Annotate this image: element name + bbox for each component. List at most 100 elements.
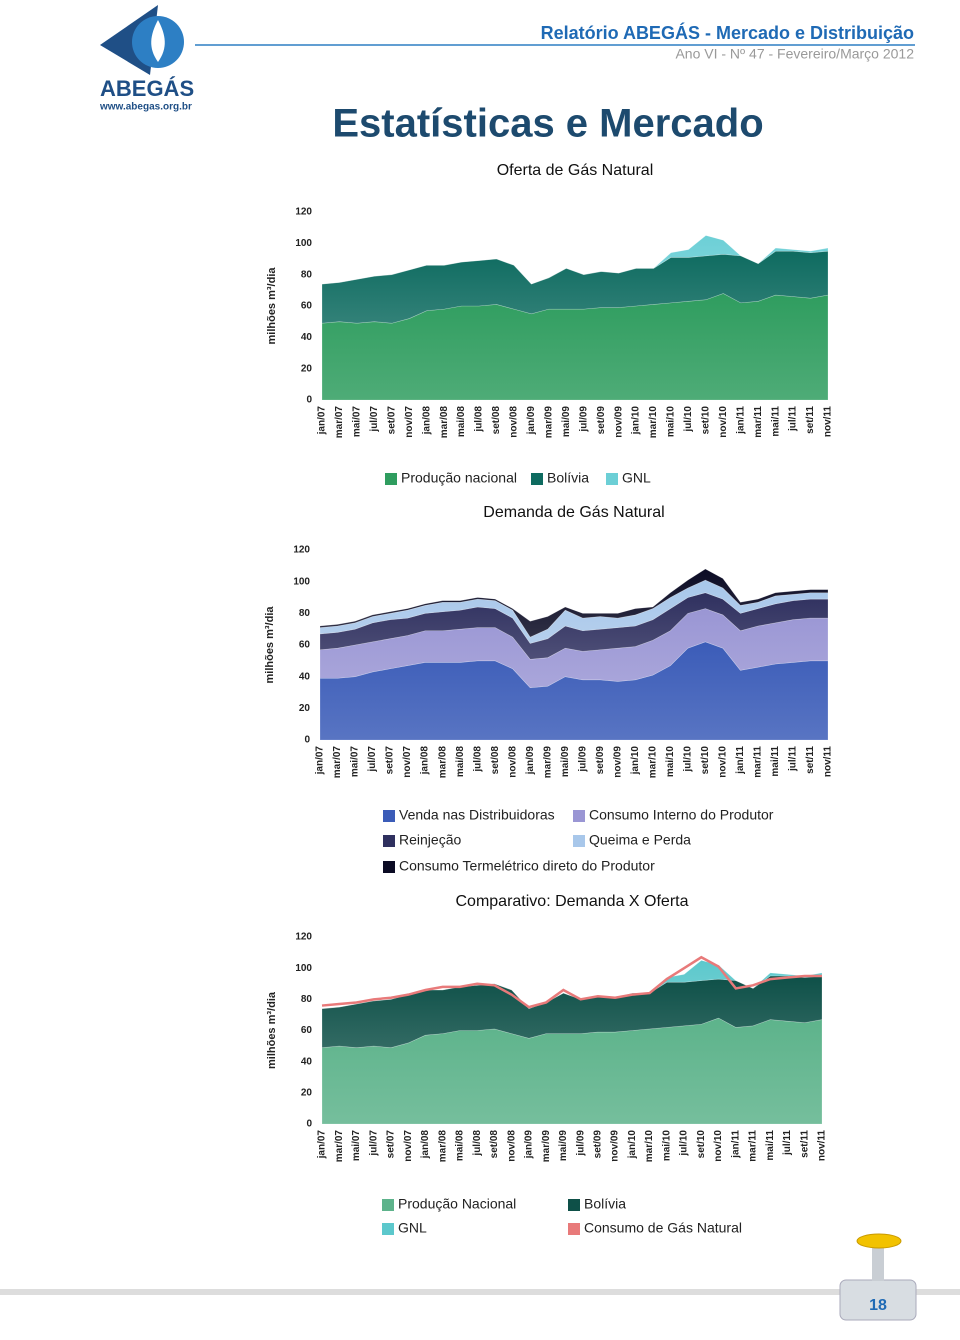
x-tick-label: nov/10: [713, 1130, 724, 1162]
y-axis-label: milhões m³/dia: [266, 267, 278, 345]
x-tick-label: mai/07: [351, 1130, 362, 1162]
x-tick-label: mar/11: [748, 1130, 759, 1162]
x-tick-label: nov/11: [817, 1130, 828, 1162]
x-tick-label: mai/09: [561, 406, 572, 438]
x-tick-label: jan/10: [630, 746, 641, 776]
y-tick-label: 80: [299, 608, 311, 619]
x-tick-label: nov/09: [612, 746, 623, 778]
x-tick-label: mai/07: [352, 406, 363, 438]
x-tick-label: nov/10: [718, 746, 729, 778]
x-tick-label: set/09: [596, 406, 607, 435]
x-tick-label: set/11: [805, 746, 816, 774]
x-tick-label: jan/10: [631, 406, 642, 436]
y-tick-label: 120: [293, 545, 310, 556]
legend-label: Reinjeção: [399, 832, 461, 848]
x-tick-label: set/09: [595, 746, 606, 775]
x-tick-label: set/07: [386, 1130, 397, 1159]
legend-label: GNL: [398, 1220, 427, 1236]
x-tick-label: nov/07: [403, 1130, 414, 1162]
y-tick-label: 40: [301, 332, 313, 343]
header-subtitle: Ano VI - Nº 47 - Fevereiro/Março 2012: [675, 46, 914, 62]
legend-swatch: [573, 810, 585, 822]
legend-label: Bolívia: [547, 470, 589, 486]
x-tick-label: nov/07: [404, 406, 415, 438]
chart-title: Demanda de Gás Natural: [483, 504, 664, 521]
legend-label: Consumo Interno do Produtor: [589, 807, 774, 823]
y-tick-label: 20: [301, 1087, 313, 1098]
x-tick-label: nov/09: [610, 1130, 621, 1162]
header-title: Relatório ABEGÁS - Mercado e Distribuiçã…: [541, 22, 914, 43]
x-tick-label: mar/11: [753, 406, 764, 438]
x-tick-label: mai/08: [455, 1130, 466, 1162]
x-tick-label: set/11: [805, 406, 816, 434]
section-title: Estatísticas e Mercado: [332, 102, 763, 146]
x-tick-label: jan/10: [627, 1130, 638, 1160]
x-tick-label: mai/10: [665, 746, 676, 778]
x-tick-label: jan/07: [317, 406, 328, 436]
area-series: [321, 975, 823, 1048]
legend-label: Bolívia: [584, 1196, 626, 1212]
x-tick-label: mar/09: [543, 406, 554, 439]
y-tick-label: 120: [295, 932, 312, 943]
y-tick-label: 120: [295, 207, 312, 218]
x-tick-label: nov/08: [507, 746, 518, 778]
x-tick-label: jul/10: [679, 1130, 690, 1157]
y-tick-label: 100: [293, 576, 310, 587]
x-tick-label: set/08: [489, 1130, 500, 1159]
x-tick-label: mar/09: [541, 1130, 552, 1163]
legend-label: Venda nas Distribuidoras: [399, 807, 555, 823]
x-tick-label: jan/09: [524, 1130, 535, 1160]
x-tick-label: jul/08: [472, 1130, 483, 1157]
x-tick-label: mai/11: [770, 746, 781, 777]
x-tick-label: mar/10: [644, 1130, 655, 1163]
legend-label: Produção nacional: [401, 470, 517, 486]
y-axis-label: milhões m³/dia: [266, 991, 278, 1069]
logo-url: www.abegas.org.br: [99, 102, 192, 113]
legend-label: Queima e Perda: [589, 832, 691, 848]
area-series: [321, 235, 829, 285]
x-tick-label: mar/07: [334, 1130, 345, 1163]
x-tick-label: mar/10: [648, 406, 659, 439]
x-tick-label: jul/11: [788, 746, 799, 772]
legend-swatch: [568, 1199, 580, 1211]
logo: ABEGÁS www.abegas.org.br: [99, 5, 194, 113]
x-tick-label: mai/08: [456, 406, 467, 438]
legend-swatch: [573, 835, 585, 847]
x-tick-label: mar/11: [753, 746, 764, 778]
y-tick-label: 80: [301, 994, 313, 1005]
x-tick-label: jan/08: [421, 406, 432, 436]
legend-label: GNL: [622, 470, 651, 486]
y-tick-label: 80: [301, 269, 313, 280]
x-tick-label: set/10: [701, 406, 712, 435]
y-tick-label: 60: [301, 301, 313, 312]
legend-swatch: [382, 1199, 394, 1211]
x-tick-label: mai/08: [455, 746, 466, 778]
area-series: [321, 250, 829, 324]
x-tick-label: mar/08: [439, 406, 450, 439]
logo-text: ABEGÁS: [100, 76, 194, 101]
x-tick-label: jul/11: [788, 406, 799, 432]
line-series: [321, 955, 822, 1009]
x-tick-label: jul/07: [369, 406, 380, 433]
x-tick-label: jul/08: [474, 406, 485, 433]
x-tick-label: set/08: [491, 406, 502, 435]
x-tick-label: nov/11: [823, 406, 834, 438]
x-tick-label: set/07: [385, 746, 396, 775]
y-tick-label: 0: [306, 1119, 312, 1130]
x-tick-label: jul/09: [578, 406, 589, 433]
x-tick-label: set/09: [593, 1130, 604, 1159]
valve-icon: [839, 1233, 917, 1321]
page-number: 18: [869, 1297, 887, 1314]
legend-swatch: [568, 1223, 580, 1235]
x-tick-label: mai/11: [765, 1130, 776, 1161]
x-tick-label: jan/11: [735, 406, 746, 435]
x-tick-label: nov/07: [402, 746, 413, 778]
x-tick-label: nov/11: [823, 746, 834, 778]
x-tick-label: set/10: [696, 1130, 707, 1159]
x-tick-label: mar/10: [647, 746, 658, 779]
x-tick-label: jan/08: [420, 1130, 431, 1160]
x-tick-label: set/10: [700, 746, 711, 775]
x-tick-label: nov/08: [509, 406, 520, 438]
y-tick-label: 100: [295, 238, 312, 249]
